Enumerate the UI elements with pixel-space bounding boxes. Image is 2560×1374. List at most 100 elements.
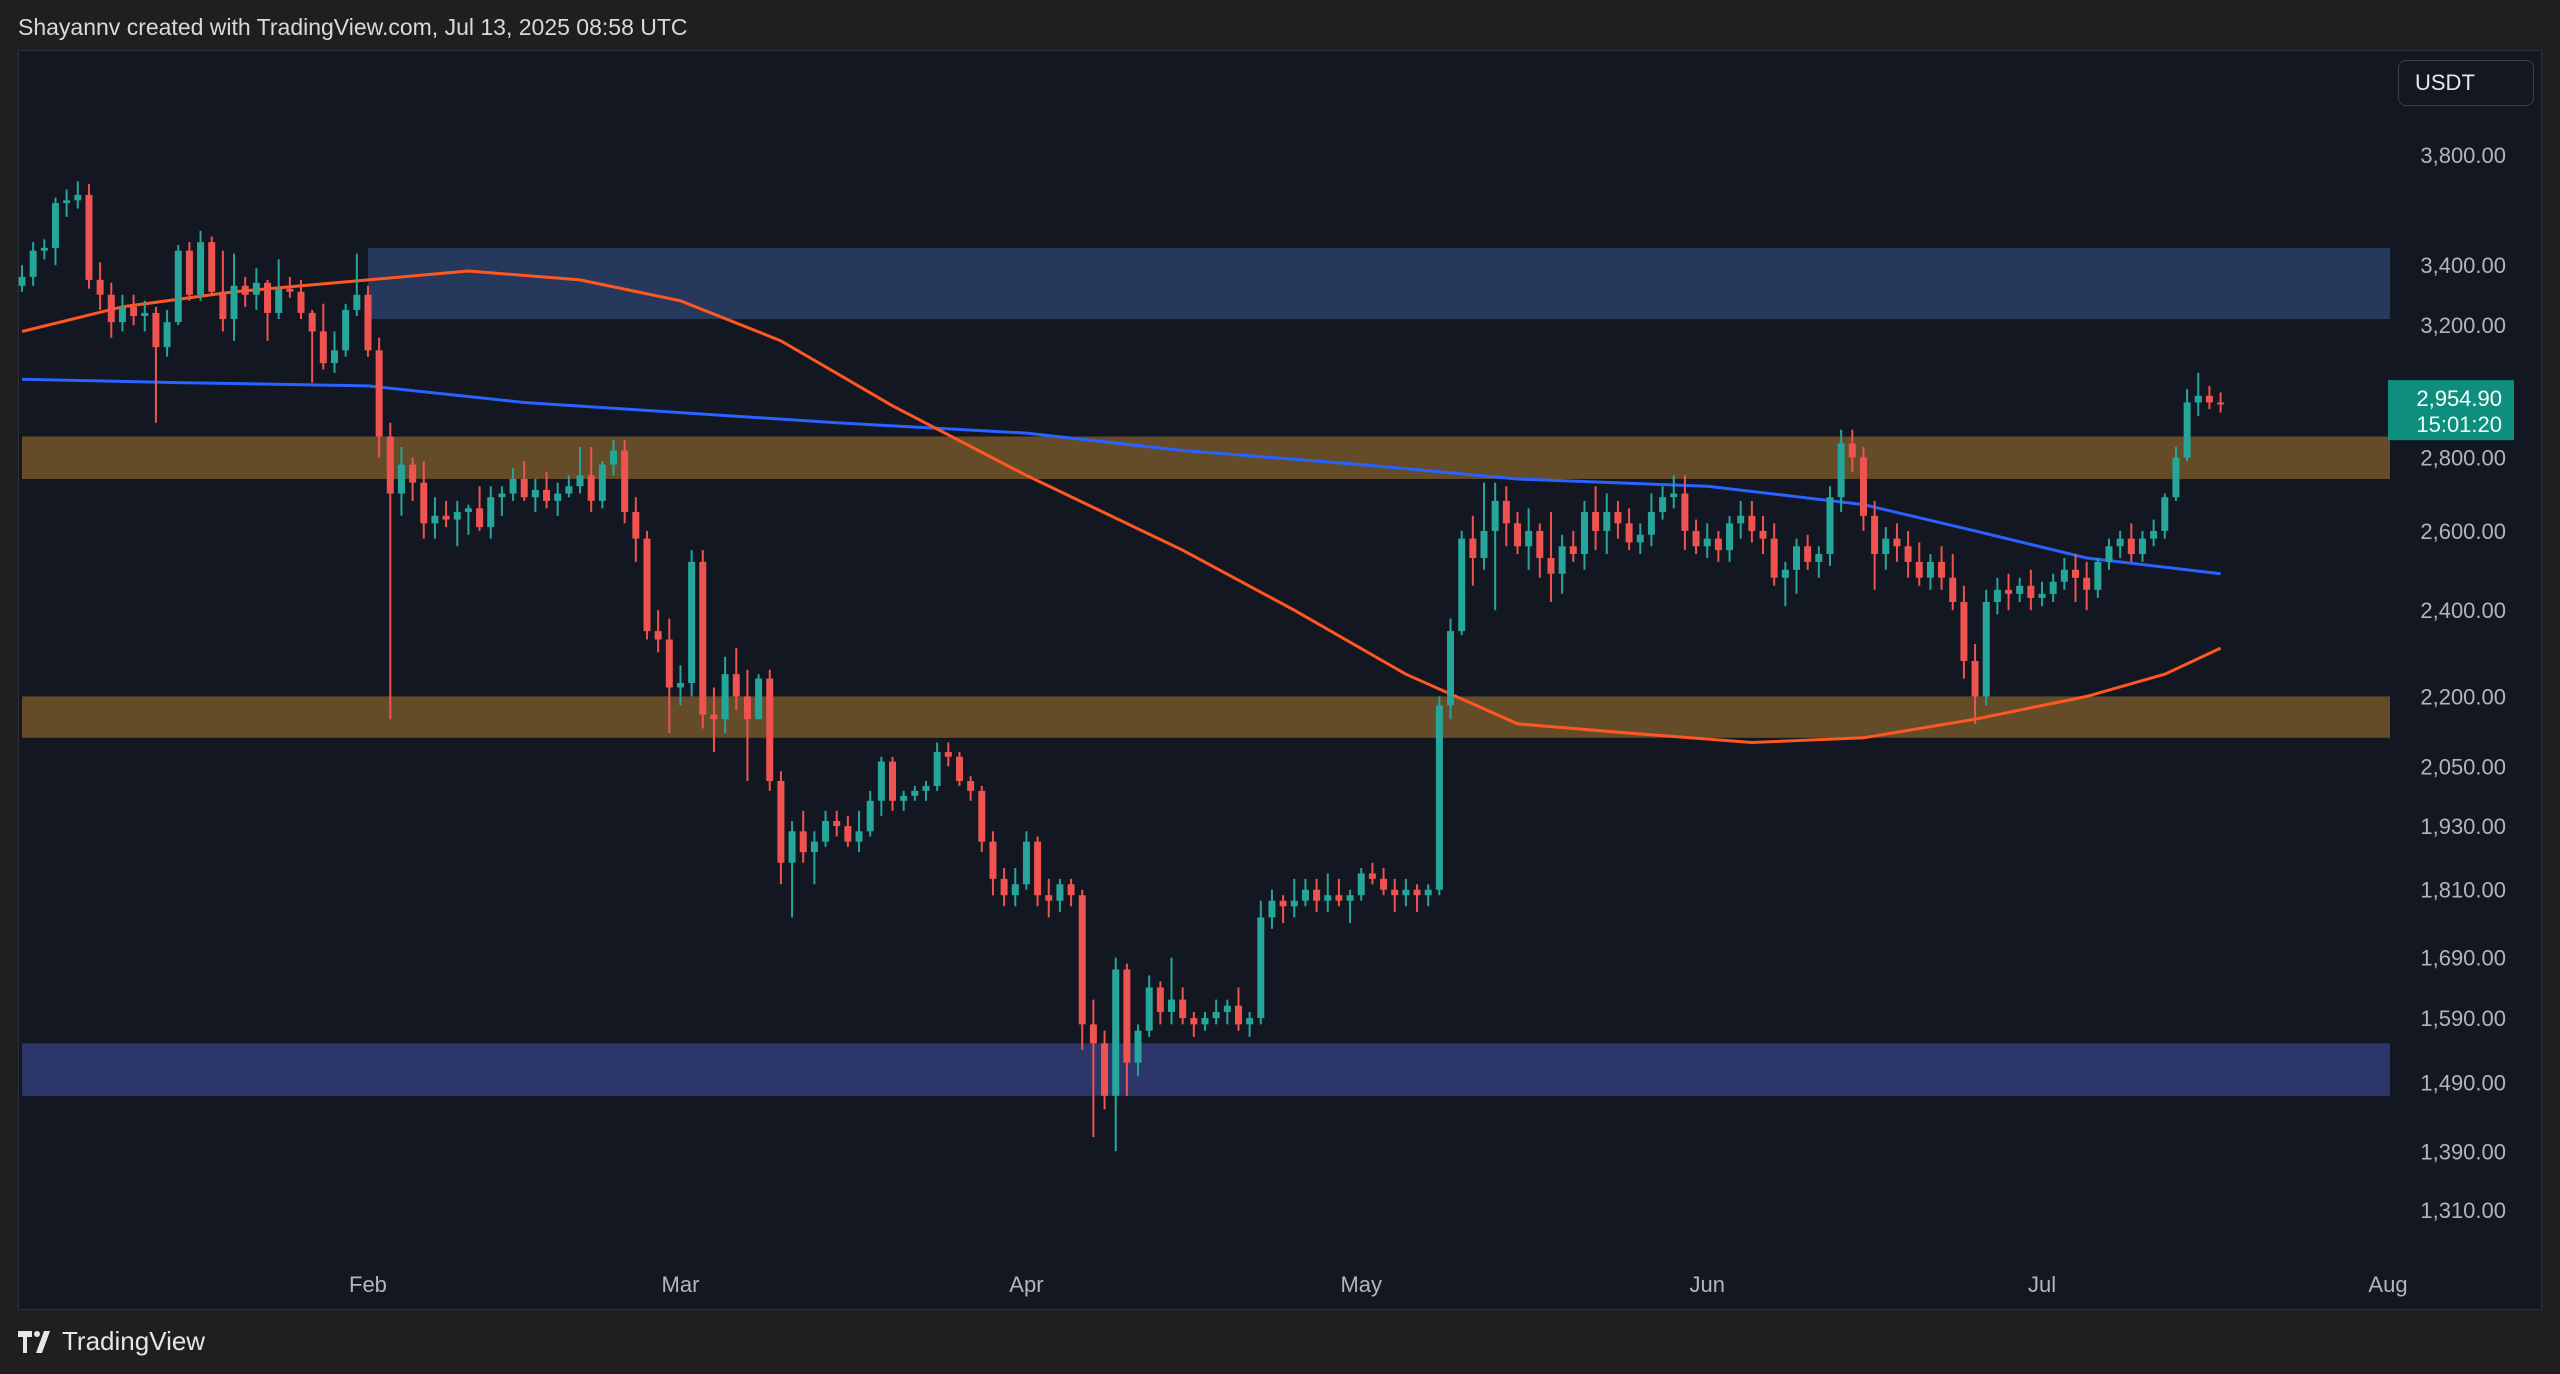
candle-body [777, 780, 785, 863]
candle-body [74, 194, 82, 201]
candle-body [676, 683, 684, 688]
candle-body [1034, 841, 1042, 896]
candle-body [721, 674, 729, 720]
candle-body [487, 497, 495, 528]
candle-body [755, 678, 763, 720]
candle-body [185, 250, 193, 295]
candle-body [866, 800, 874, 832]
candle-body [766, 678, 774, 781]
candle-body [118, 306, 126, 323]
candle-body [1368, 873, 1376, 879]
candle-body [1513, 523, 1521, 547]
candle-body [1848, 443, 1856, 458]
candle-body [900, 795, 908, 801]
candle-body [1748, 515, 1756, 531]
y-axis-tick-label: 3,200.00 [2420, 313, 2506, 338]
candle-body [1469, 538, 1477, 558]
candle-body [1770, 538, 1778, 578]
y-axis-tick-label: 2,050.00 [2420, 754, 2506, 779]
candle-body [1391, 889, 1399, 896]
last-price-tag [2388, 380, 2514, 441]
candle-body [1112, 969, 1120, 1096]
candle-body [152, 312, 160, 348]
candle-body [1067, 884, 1075, 896]
candle-body [654, 631, 662, 640]
candle-body [342, 309, 350, 351]
candle-body [1101, 1043, 1109, 1096]
x-axis-tick-label: Apr [1009, 1272, 1043, 1297]
y-axis-tick-label: 1,490.00 [2420, 1070, 2506, 1095]
candle-body [788, 831, 796, 863]
candle-body [1056, 884, 1064, 901]
y-axis-tick-label: 2,200.00 [2420, 684, 2506, 709]
candle-body [1580, 512, 1588, 555]
candle-body [877, 761, 885, 801]
candle-body [286, 288, 294, 292]
candle-body [2183, 402, 2191, 458]
candle-body [955, 756, 963, 781]
candle-body [889, 761, 897, 801]
candle-body [1168, 999, 1176, 1012]
candle-body [1938, 561, 1946, 578]
candle-body [944, 751, 952, 757]
y-axis-tick-label: 3,800.00 [2420, 143, 2506, 168]
candle-body [978, 790, 986, 842]
candle-body [1759, 530, 1767, 539]
y-axis-tick-label: 1,310.00 [2420, 1198, 2506, 1223]
candle-body [1636, 534, 1644, 543]
candle-body [252, 282, 260, 295]
candle-body [1201, 1018, 1209, 1025]
candle-body [40, 247, 48, 251]
candle-body [1313, 889, 1321, 901]
candle-body [85, 194, 93, 280]
candle-body [1647, 512, 1655, 535]
candle-body [1569, 546, 1577, 555]
candle-body [699, 561, 707, 715]
candle-body [2217, 402, 2225, 405]
candle-body [665, 639, 673, 688]
candle-body [688, 561, 696, 684]
candle-body [1290, 900, 1298, 907]
candle-body [319, 331, 327, 364]
candle-body [1134, 1030, 1142, 1063]
zone-demand [22, 1043, 2390, 1096]
candle-body [643, 538, 651, 632]
candle-body [2205, 395, 2213, 403]
zone-resistance [22, 436, 2390, 479]
candle-body [1279, 900, 1287, 907]
candle-body [174, 250, 182, 323]
candle-body [989, 841, 997, 879]
currency-badge[interactable]: USDT [2398, 60, 2534, 106]
candle-body [1458, 538, 1466, 632]
candle-body [219, 291, 227, 320]
candle-body [1346, 895, 1354, 901]
candle-body [1547, 557, 1555, 574]
candle-body [1737, 515, 1745, 524]
candle-body [554, 493, 562, 501]
candle-countdown-label: 15:01:20 [2416, 412, 2502, 437]
candle-body [1837, 443, 1845, 498]
zone-support [22, 696, 2390, 738]
candle-body [453, 512, 461, 520]
zone-supply [367, 247, 2391, 320]
candle-body [1000, 878, 1008, 896]
candle-body [1536, 530, 1544, 558]
candle-body [1859, 457, 1867, 516]
x-axis-tick-label: Mar [662, 1272, 700, 1297]
candle-body [107, 294, 115, 323]
candle-body [1435, 705, 1443, 890]
candle-body [1904, 546, 1912, 562]
candle-body [732, 674, 740, 697]
candle-body [1502, 500, 1510, 524]
candle-body [2127, 538, 2135, 555]
candle-body [498, 493, 506, 498]
candle-body [1447, 631, 1455, 706]
candle-body [565, 486, 573, 494]
tradingview-footer[interactable]: TradingView [18, 1326, 205, 1357]
candle-body [2016, 585, 2024, 594]
candle-body [1726, 523, 1734, 551]
candle-body [1179, 999, 1187, 1019]
candle-body [1335, 895, 1343, 901]
x-axis-tick-label: Jul [2028, 1272, 2056, 1297]
